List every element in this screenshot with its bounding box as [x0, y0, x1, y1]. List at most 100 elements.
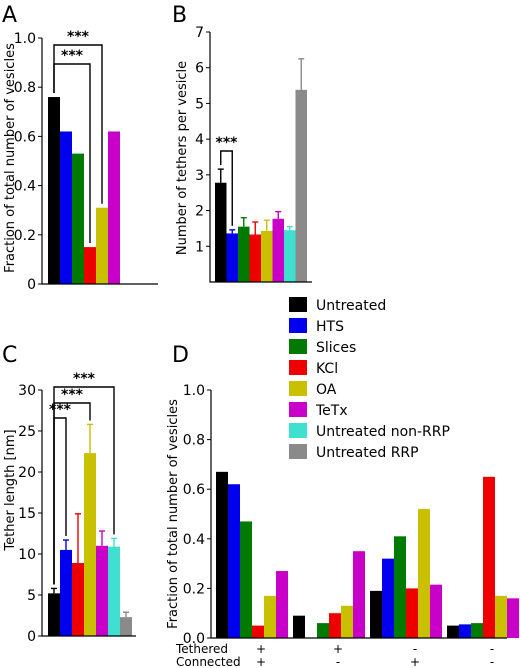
panel-a-ytick: 1.0	[14, 31, 36, 47]
panel-d-condition-labels: Tethered Connected + + + - - + - -	[175, 642, 494, 668]
panel-c-ytick: 10	[18, 547, 36, 563]
panel-b-bars	[215, 58, 307, 282]
bar-oa	[96, 207, 108, 284]
panel-b-ylabel: Number of tethers per vesicle	[175, 61, 190, 255]
panel-c-ylabel: Tether length [nm]	[3, 429, 18, 551]
panel-d-ytick: 1.0	[183, 383, 205, 399]
bar-slices	[471, 623, 483, 638]
bar-slices	[238, 226, 250, 282]
bar-slices	[72, 153, 84, 284]
panel-c-ytick: 0	[27, 629, 36, 645]
panel-d: D Fraction of total number of vesicles 0…	[166, 343, 519, 668]
significance-bracket	[220, 150, 233, 226]
legend-entry-hts: HTS	[289, 318, 344, 335]
bar-oa	[341, 605, 353, 638]
bar-untreated	[293, 615, 305, 638]
panel-a: A Fraction of total number of vesicles 0…	[2, 3, 158, 293]
panel-a-y-ticks: 0 0.2 0.4 0.6 0.8 1.0	[14, 31, 42, 293]
panel-d-ytick: 0.6	[183, 482, 205, 498]
panel-a-ytick: 0.6	[14, 129, 36, 145]
panel-a-ytick: 0.4	[14, 179, 36, 195]
bar-oa	[418, 509, 430, 638]
legend-label: Untreated	[316, 298, 386, 314]
bar-untreated	[216, 471, 228, 638]
legend-swatch	[289, 297, 307, 312]
panel-b-ytick: 5	[195, 96, 204, 112]
bar-slices	[240, 521, 252, 638]
panel-a-axes	[41, 38, 158, 285]
legend-swatch	[289, 339, 307, 354]
bar-untreated	[447, 625, 459, 638]
panel-d-ytick: 0.2	[183, 581, 205, 597]
bar-kcl	[249, 234, 261, 282]
row-label-connected: Connected	[176, 655, 241, 668]
panel-c-bars	[48, 423, 132, 636]
panel-d-bars	[216, 471, 519, 638]
panel-d-ytick: 0.8	[183, 433, 205, 449]
bar-tetx	[353, 551, 365, 638]
bar-oa	[264, 595, 276, 638]
bar-tetx	[108, 131, 120, 284]
legend-swatch	[289, 360, 307, 375]
bar-untreated-rrp	[295, 89, 307, 282]
legend-swatch	[289, 444, 307, 459]
panel-b-ytick: 3	[195, 168, 204, 184]
panel-d-ytick: 0.4	[183, 532, 205, 548]
panel-a-ytick: 0	[27, 277, 36, 293]
legend-entry-oa: OA	[289, 381, 337, 398]
bar-oa	[495, 595, 507, 638]
panel-a-significance: *** ***	[53, 29, 103, 244]
panel-c-sig-label: ***	[61, 387, 84, 403]
bar-hts	[382, 558, 394, 638]
panel-c-sig-label: ***	[73, 371, 96, 387]
panel-a-ytick: 0.8	[14, 80, 36, 96]
bar-kcl	[252, 625, 264, 638]
legend-entry-tetx: TeTx	[289, 402, 348, 419]
panel-d-axes	[210, 390, 507, 639]
bar-hts	[226, 233, 238, 282]
panel-c-axes	[41, 390, 136, 637]
legend-label: KCl	[316, 361, 338, 377]
legend-entry-kcl: KCl	[289, 360, 338, 377]
bar-untreated	[48, 97, 60, 284]
bar-kcl	[84, 247, 96, 284]
panel-c-ytick: 5	[27, 588, 36, 604]
panel-b-ytick: 4	[195, 132, 204, 148]
panel-b-ytick: 2	[195, 204, 204, 220]
bar-kcl	[72, 563, 84, 636]
legend-entry-slices: Slices	[289, 339, 356, 356]
group-1-connected: +	[256, 655, 266, 668]
legend-label: TeTx	[315, 403, 348, 419]
bar-kcl	[483, 476, 495, 638]
legend-swatch	[289, 381, 307, 396]
legend-label: Slices	[316, 340, 356, 356]
panel-b-sig-label: ***	[216, 135, 239, 151]
panel-a-sig-label: ***	[61, 48, 84, 64]
group-4-tethered: -	[490, 642, 494, 656]
bar-slices	[317, 623, 329, 638]
panel-a-ytick: 0.2	[14, 228, 36, 244]
panel-c: C Tether length [nm] 0 5 10 15 20 25 30 …	[2, 343, 136, 645]
legend-entry-untreated-non-rrp: Untreated non-RRP	[289, 423, 450, 440]
bar-untreated-rrp	[120, 617, 132, 636]
group-2-tethered: +	[333, 642, 343, 656]
panel-a-bars	[48, 97, 120, 284]
bar-tetx	[507, 598, 519, 638]
row-label-tethered: Tethered	[175, 642, 228, 656]
panel-b-axes	[209, 32, 312, 283]
panel-letter-d: D	[172, 343, 189, 368]
panel-b-ytick: 1	[195, 239, 204, 255]
panel-letter-b: B	[172, 3, 187, 28]
bar-untreated-non-rrp	[108, 546, 120, 636]
bar-kcl	[329, 613, 341, 638]
panel-b-ytick: 7	[195, 25, 204, 41]
panel-c-ytick: 20	[18, 465, 36, 481]
group-4-connected: -	[490, 655, 494, 668]
bar-hts	[228, 484, 240, 638]
legend-label: OA	[316, 382, 337, 398]
panel-a-ylabel: Fraction of total number of vesicles	[3, 43, 18, 273]
panel-b-y-ticks: 1 2 3 4 5 6 7	[195, 25, 210, 255]
bar-tetx	[96, 545, 108, 636]
panel-b-ytick: 6	[195, 61, 204, 77]
panel-b: B Number of tethers per vesicle 1 2 3 4 …	[172, 3, 312, 283]
